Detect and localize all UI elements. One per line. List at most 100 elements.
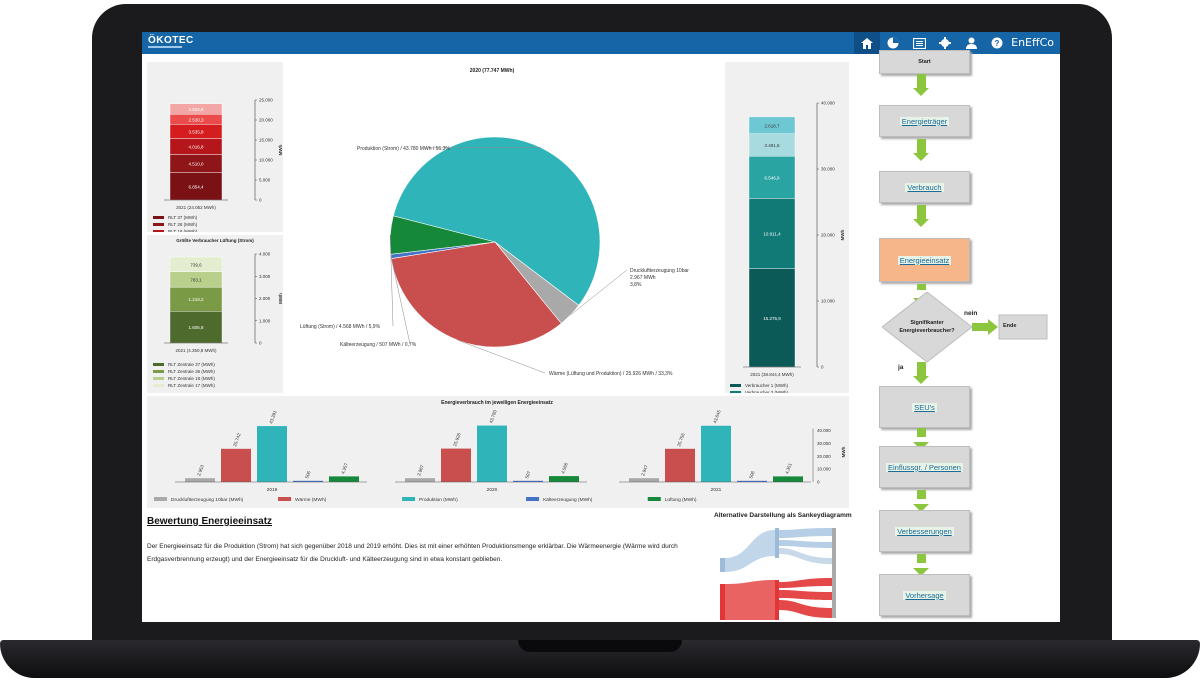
y-axis-unit: MWh xyxy=(278,293,283,304)
y-tick-label: 0 xyxy=(817,480,820,485)
pie-slice-label: Wärme (Lüftung und Produktion) / 25.926 … xyxy=(549,371,673,377)
user-icon[interactable] xyxy=(958,32,984,54)
bar-value-label: 4.351 xyxy=(784,462,793,475)
brand-logo[interactable]: ÖKOTEC xyxy=(148,35,194,46)
y-tick-label: 0 xyxy=(259,198,262,203)
bar xyxy=(185,478,215,482)
x-tick-label: 2020 xyxy=(487,487,498,493)
gear-icon[interactable] xyxy=(932,32,958,54)
bar xyxy=(629,478,659,482)
laptop-notch xyxy=(518,640,682,652)
legend-label: Druckluftterzeugung 10bar (MWh) xyxy=(171,497,244,503)
nav-icon-group: ? xyxy=(854,32,1060,54)
verbraucher-stacked-chart: 15.275,9 10.911,4 6.546,8 3.491,6 2.618,7 40.… xyxy=(730,101,845,416)
home-icon[interactable] xyxy=(854,32,880,54)
flow-step-vorhersage[interactable]: Vorhersage xyxy=(879,574,970,616)
legend-swatch xyxy=(153,363,164,366)
bar xyxy=(405,478,435,482)
flow-arrow xyxy=(913,362,929,384)
process-flowchart: Start Energieträger Verbrauch Energieein… xyxy=(877,50,970,622)
x-tick-label: 2021 xyxy=(711,487,722,493)
stack-segment xyxy=(169,103,223,115)
legend-swatch xyxy=(730,391,741,394)
flow-end[interactable]: Ende xyxy=(1003,323,1017,329)
y-tick-label: 3.000 xyxy=(259,274,271,279)
legend-swatch xyxy=(153,370,164,373)
legend-swatch xyxy=(153,377,164,380)
legend-label: RLT 28 (MWh) xyxy=(168,222,198,227)
pie-slice-label: Kälteerzeugung / 507 MWh / 0,7% xyxy=(340,342,417,348)
y-tick-label: 0 xyxy=(821,365,824,370)
bar-value-label: 506 xyxy=(748,470,755,479)
flow-step-verbesserungen[interactable]: Verbesserungen xyxy=(879,510,970,552)
bar-value-label: 25.756 xyxy=(676,432,686,447)
sankey-title: Alternative Darstellung als Sankeydiagra… xyxy=(714,512,852,519)
segment-label: 739,6 xyxy=(190,262,202,267)
y-tick-label: 10.000 xyxy=(817,467,831,472)
section-title: Bewertung Energieeinsatz xyxy=(147,516,273,527)
bar xyxy=(477,425,507,482)
section-text: Der Energieeinsatz für die Produktion (S… xyxy=(147,543,678,563)
bar-value-label: 2.967 xyxy=(416,464,425,477)
rlt-stacked-chart: 6.854,4 4.510,0 4.016,8 3.535,8 2.530,3 2.604… xyxy=(153,98,283,255)
flow-arrow xyxy=(913,284,929,306)
legend-swatch xyxy=(647,497,661,501)
legend-label: Wärme (MWh) xyxy=(295,497,327,503)
stack-segment xyxy=(169,256,223,272)
bar-value-label: 43.391 xyxy=(268,409,278,424)
flow-step-energieeinsatz[interactable]: Energieeinsatz xyxy=(879,238,970,282)
y-tick-label: 40.000 xyxy=(821,101,835,106)
y-tick-label: 2.000 xyxy=(259,296,271,301)
y-tick-label: 40.000 xyxy=(817,428,831,433)
bar xyxy=(221,448,251,482)
flow-step-energietraeger[interactable]: Energieträger xyxy=(879,105,970,137)
legend-swatch xyxy=(154,497,168,501)
flow-step-einflussgroessen[interactable]: Einflussgr. / Personen xyxy=(879,446,970,488)
pie-leader-line xyxy=(424,147,541,149)
y-tick-label: 1.000 xyxy=(259,318,271,323)
bar xyxy=(701,425,731,482)
flow-start[interactable]: Start xyxy=(879,50,970,74)
legend-swatch xyxy=(278,497,292,501)
flow-step-verbrauch[interactable]: Verbrauch xyxy=(879,171,970,203)
bar-value-label: 25.742 xyxy=(232,432,242,447)
x-tick-label: 2019 xyxy=(267,487,278,493)
y-tick-label: 30.000 xyxy=(821,167,835,172)
product-logo[interactable]: EnEffCo xyxy=(1011,36,1054,49)
bar-value-label: 506 xyxy=(304,470,311,479)
help-icon[interactable]: ? xyxy=(984,32,1010,54)
y-tick-label: 0 xyxy=(259,341,262,346)
flow-decision[interactable]: Signifikanter Energieverbraucher? xyxy=(882,292,1060,422)
segment-label: 6.546,8 xyxy=(764,175,780,180)
segment-label: 4.510,0 xyxy=(188,162,204,167)
y-tick-label: 20.000 xyxy=(817,454,831,459)
top-navigation-bar: ÖKOTEC ? EnEffCo xyxy=(142,32,1060,54)
segment-label: 3.491,6 xyxy=(764,143,780,148)
stack-segment xyxy=(748,268,796,368)
list-icon[interactable] xyxy=(906,32,932,54)
pie-leader-line xyxy=(570,269,628,316)
stack-segment xyxy=(169,286,223,312)
y-tick-label: 10.000 xyxy=(821,299,835,304)
legend-label: Verbraucher 1 (MWh) xyxy=(745,383,789,388)
legend-swatch xyxy=(153,230,164,233)
stack-segment xyxy=(169,311,223,344)
bar xyxy=(257,426,287,482)
legend-swatch xyxy=(402,497,416,501)
flow-step-seus[interactable]: SEU's xyxy=(879,386,970,428)
pie-slice xyxy=(390,241,562,348)
sankey-diagram xyxy=(720,528,836,620)
legend-label: RLT 18 (MWh) xyxy=(168,229,198,232)
pie-chart-icon[interactable] xyxy=(880,32,906,54)
bar-value-label: 2.953 xyxy=(196,464,205,477)
segment-label: 3.535,8 xyxy=(188,129,204,134)
svg-text:Signifikanter: Signifikanter xyxy=(910,320,944,326)
legend-label: RLT Zentrale 17 (MWh) xyxy=(168,383,215,388)
rlt-chart-panel: 6.854,4 4.510,0 4.016,8 3.535,8 2.530,3 2.604… xyxy=(147,62,283,255)
svg-text:?: ? xyxy=(995,39,1000,48)
y-tick-label: 15.000 xyxy=(259,138,273,143)
legend-label: RLT Zentrale 37 (MWh) xyxy=(168,362,215,367)
segment-label: 2.618,7 xyxy=(764,123,780,128)
bar xyxy=(441,448,471,482)
lueftung-chart-panel: Größte Verbraucher Lüftung (Strom) 1.605,… xyxy=(147,235,283,393)
